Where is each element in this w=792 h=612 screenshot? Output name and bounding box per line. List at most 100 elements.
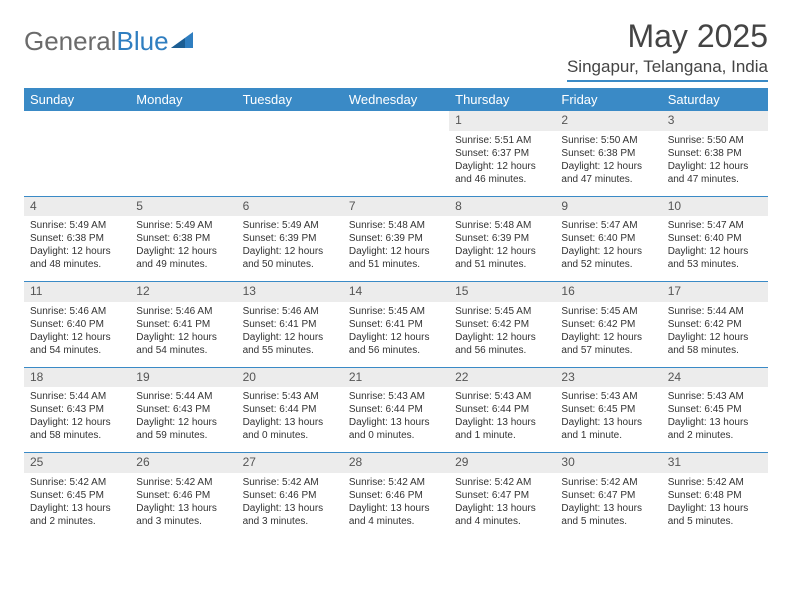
day-number: 5	[130, 197, 236, 217]
daylight-text: Daylight: 12 hours and 55 minutes.	[243, 331, 337, 357]
day-details: Sunrise: 5:49 AMSunset: 6:38 PMDaylight:…	[24, 216, 130, 281]
sunrise-text: Sunrise: 5:44 AM	[136, 390, 230, 403]
daylight-text: Daylight: 12 hours and 46 minutes.	[455, 160, 549, 186]
sunset-text: Sunset: 6:38 PM	[668, 147, 762, 160]
day-details: Sunrise: 5:45 AMSunset: 6:41 PMDaylight:…	[343, 302, 449, 367]
sunset-text: Sunset: 6:43 PM	[136, 403, 230, 416]
day-details: Sunrise: 5:42 AMSunset: 6:46 PMDaylight:…	[130, 473, 236, 538]
calendar-day-cell: 22Sunrise: 5:43 AMSunset: 6:44 PMDayligh…	[449, 367, 555, 453]
sunrise-text: Sunrise: 5:45 AM	[349, 305, 443, 318]
brand-logo: GeneralBlue	[24, 26, 197, 57]
day-number: 26	[130, 453, 236, 473]
day-details: Sunrise: 5:46 AMSunset: 6:41 PMDaylight:…	[130, 302, 236, 367]
sunset-text: Sunset: 6:42 PM	[455, 318, 549, 331]
calendar-day-cell	[237, 111, 343, 196]
calendar-day-cell: 27Sunrise: 5:42 AMSunset: 6:46 PMDayligh…	[237, 453, 343, 538]
sunset-text: Sunset: 6:45 PM	[30, 489, 124, 502]
calendar-day-cell	[343, 111, 449, 196]
title-block: May 2025 Singapur, Telangana, India	[567, 18, 768, 82]
calendar-day-cell: 10Sunrise: 5:47 AMSunset: 6:40 PMDayligh…	[662, 196, 768, 282]
sunset-text: Sunset: 6:45 PM	[561, 403, 655, 416]
sunrise-text: Sunrise: 5:43 AM	[349, 390, 443, 403]
day-number: 11	[24, 282, 130, 302]
month-title: May 2025	[567, 18, 768, 55]
day-number: 14	[343, 282, 449, 302]
day-number	[24, 111, 130, 131]
sunset-text: Sunset: 6:44 PM	[455, 403, 549, 416]
day-number: 24	[662, 368, 768, 388]
day-details: Sunrise: 5:43 AMSunset: 6:44 PMDaylight:…	[237, 387, 343, 452]
day-number: 9	[555, 197, 661, 217]
daylight-text: Daylight: 12 hours and 54 minutes.	[30, 331, 124, 357]
sunrise-text: Sunrise: 5:42 AM	[455, 476, 549, 489]
sunrise-text: Sunrise: 5:42 AM	[349, 476, 443, 489]
day-details: Sunrise: 5:42 AMSunset: 6:45 PMDaylight:…	[24, 473, 130, 538]
day-details: Sunrise: 5:42 AMSunset: 6:48 PMDaylight:…	[662, 473, 768, 538]
calendar-day-cell: 13Sunrise: 5:46 AMSunset: 6:41 PMDayligh…	[237, 282, 343, 368]
day-number: 19	[130, 368, 236, 388]
daylight-text: Daylight: 12 hours and 49 minutes.	[136, 245, 230, 271]
sunrise-text: Sunrise: 5:49 AM	[30, 219, 124, 232]
calendar-day-cell: 15Sunrise: 5:45 AMSunset: 6:42 PMDayligh…	[449, 282, 555, 368]
daylight-text: Daylight: 12 hours and 58 minutes.	[30, 416, 124, 442]
calendar-day-cell	[130, 111, 236, 196]
sunrise-text: Sunrise: 5:43 AM	[561, 390, 655, 403]
sunrise-text: Sunrise: 5:46 AM	[243, 305, 337, 318]
calendar-week-row: 11Sunrise: 5:46 AMSunset: 6:40 PMDayligh…	[24, 282, 768, 368]
day-number: 31	[662, 453, 768, 473]
sunset-text: Sunset: 6:41 PM	[243, 318, 337, 331]
daylight-text: Daylight: 13 hours and 4 minutes.	[349, 502, 443, 528]
calendar-week-row: 25Sunrise: 5:42 AMSunset: 6:45 PMDayligh…	[24, 453, 768, 538]
day-details: Sunrise: 5:42 AMSunset: 6:47 PMDaylight:…	[555, 473, 661, 538]
calendar-day-cell: 28Sunrise: 5:42 AMSunset: 6:46 PMDayligh…	[343, 453, 449, 538]
sunrise-text: Sunrise: 5:50 AM	[668, 134, 762, 147]
daylight-text: Daylight: 13 hours and 2 minutes.	[30, 502, 124, 528]
day-number: 2	[555, 111, 661, 131]
calendar-day-cell: 8Sunrise: 5:48 AMSunset: 6:39 PMDaylight…	[449, 196, 555, 282]
day-number	[343, 111, 449, 131]
sunset-text: Sunset: 6:40 PM	[561, 232, 655, 245]
day-number: 21	[343, 368, 449, 388]
sunset-text: Sunset: 6:39 PM	[349, 232, 443, 245]
day-details: Sunrise: 5:42 AMSunset: 6:47 PMDaylight:…	[449, 473, 555, 538]
calendar-day-cell: 26Sunrise: 5:42 AMSunset: 6:46 PMDayligh…	[130, 453, 236, 538]
day-number	[237, 111, 343, 131]
sunset-text: Sunset: 6:45 PM	[668, 403, 762, 416]
sunrise-text: Sunrise: 5:50 AM	[561, 134, 655, 147]
sunrise-text: Sunrise: 5:47 AM	[668, 219, 762, 232]
daylight-text: Daylight: 12 hours and 53 minutes.	[668, 245, 762, 271]
sunset-text: Sunset: 6:41 PM	[349, 318, 443, 331]
day-number: 18	[24, 368, 130, 388]
day-number: 27	[237, 453, 343, 473]
sunrise-text: Sunrise: 5:45 AM	[455, 305, 549, 318]
day-details: Sunrise: 5:50 AMSunset: 6:38 PMDaylight:…	[662, 131, 768, 196]
day-number: 8	[449, 197, 555, 217]
sunrise-text: Sunrise: 5:43 AM	[455, 390, 549, 403]
calendar-page: GeneralBlue May 2025 Singapur, Telangana…	[0, 0, 792, 556]
sunrise-text: Sunrise: 5:45 AM	[561, 305, 655, 318]
day-details: Sunrise: 5:44 AMSunset: 6:43 PMDaylight:…	[24, 387, 130, 452]
daylight-text: Daylight: 12 hours and 51 minutes.	[455, 245, 549, 271]
day-details: Sunrise: 5:48 AMSunset: 6:39 PMDaylight:…	[449, 216, 555, 281]
sunset-text: Sunset: 6:40 PM	[668, 232, 762, 245]
header: GeneralBlue May 2025 Singapur, Telangana…	[24, 18, 768, 82]
daylight-text: Daylight: 12 hours and 47 minutes.	[561, 160, 655, 186]
sunset-text: Sunset: 6:39 PM	[455, 232, 549, 245]
day-details: Sunrise: 5:44 AMSunset: 6:43 PMDaylight:…	[130, 387, 236, 452]
calendar-day-cell: 24Sunrise: 5:43 AMSunset: 6:45 PMDayligh…	[662, 367, 768, 453]
day-details: Sunrise: 5:46 AMSunset: 6:41 PMDaylight:…	[237, 302, 343, 367]
weekday-header-row: Sunday Monday Tuesday Wednesday Thursday…	[24, 88, 768, 111]
day-number: 20	[237, 368, 343, 388]
calendar-day-cell: 11Sunrise: 5:46 AMSunset: 6:40 PMDayligh…	[24, 282, 130, 368]
day-number: 28	[343, 453, 449, 473]
day-details: Sunrise: 5:43 AMSunset: 6:45 PMDaylight:…	[662, 387, 768, 452]
sunrise-text: Sunrise: 5:42 AM	[668, 476, 762, 489]
sunset-text: Sunset: 6:44 PM	[349, 403, 443, 416]
daylight-text: Daylight: 12 hours and 59 minutes.	[136, 416, 230, 442]
calendar-day-cell: 29Sunrise: 5:42 AMSunset: 6:47 PMDayligh…	[449, 453, 555, 538]
sunset-text: Sunset: 6:40 PM	[30, 318, 124, 331]
weekday-header: Sunday	[24, 88, 130, 111]
sunset-text: Sunset: 6:46 PM	[136, 489, 230, 502]
daylight-text: Daylight: 13 hours and 3 minutes.	[243, 502, 337, 528]
calendar-day-cell: 16Sunrise: 5:45 AMSunset: 6:42 PMDayligh…	[555, 282, 661, 368]
